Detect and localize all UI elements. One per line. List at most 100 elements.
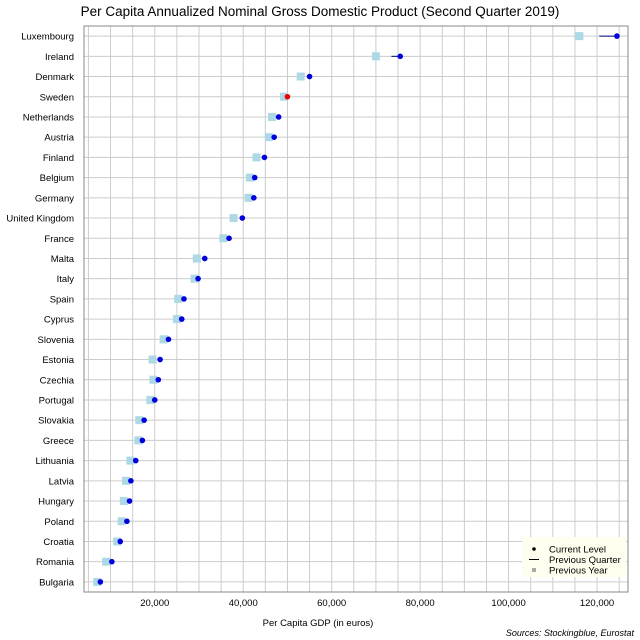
previous-year-marker [146,395,155,404]
category-label: Bulgaria [39,577,75,588]
grid [84,26,628,592]
category-label: Italy [57,274,75,285]
current-level-point [275,114,282,120]
previous-year-marker [134,436,143,445]
category-label: Croatia [43,537,74,548]
plot-area [84,26,628,592]
x-tick-label: 120,000 [580,598,614,609]
category-label: Sweden [40,92,74,103]
current-level-point [226,235,232,242]
current-level-point [155,376,162,383]
category-label: Austria [44,133,74,144]
current-level-point [126,498,133,504]
plot-border [83,25,629,593]
category-label: Latvia [49,476,75,487]
previous-year-marker [244,193,253,202]
current-level-point [181,296,187,302]
current-level-point [151,397,158,403]
category-label: Slovakia [38,416,75,427]
source-note: Sources: Stockingblue, Eurostat [506,628,635,638]
previous-year-marker [190,274,199,283]
previous-year-marker [122,476,131,485]
current-level-point [117,538,124,545]
category-label: Poland [44,517,74,528]
previous-year-marker [245,173,254,182]
previous-year-marker [135,416,144,425]
previous-year-marker [159,335,168,344]
x-tick-label: 20,000 [140,598,169,609]
previous-year-marker [117,517,126,526]
category-label: Portugal [39,395,74,406]
x-tick-label: 60,000 [317,598,346,609]
category-label: Estonia [42,355,74,366]
category-label: Lithuania [35,456,74,467]
category-label: Greece [43,436,74,447]
previous-year-marker [102,557,111,566]
category-label: Malta [51,254,75,265]
category-label: Spain [50,294,74,305]
x-tick-label: 40,000 [229,598,258,609]
current-level-point [157,356,163,363]
legend-box [522,537,626,577]
previous-year-marker [119,497,128,506]
previous-year-marker [267,112,276,121]
previous-year-marker [93,577,102,586]
current-level-point [284,93,291,100]
category-label: Netherlands [23,112,74,123]
current-level-point [306,73,313,80]
chart-title: Per Capita Annualized Nominal Gross Dome… [81,4,560,19]
current-level-point [239,215,246,221]
category-label: Hungary [38,497,74,508]
previous-year-marker [279,92,288,101]
legend-year-marker [532,568,536,572]
current-level-point [128,478,134,484]
previous-year-marker [174,294,183,303]
current-level-point [97,579,104,585]
previous-year-marker [149,375,158,384]
x-tick-label: 100,000 [491,598,525,609]
previous-year-marker [296,72,305,81]
current-level-point [397,53,404,60]
previous-year-marker [172,315,181,324]
category-label: Finland [43,153,74,164]
current-level-point [165,336,172,343]
current-level-point [614,33,620,39]
current-level-point [261,154,268,161]
category-label: United Kingdom [6,214,74,225]
current-level-point [251,174,258,181]
category-label: France [44,234,74,245]
category-label: Germany [35,193,74,204]
previous-year-marker [229,214,238,223]
previous-year-marker [126,456,135,465]
previous-year-marker [192,254,201,263]
category-label: Ireland [45,52,74,63]
data-marks [93,32,620,586]
current-level-point [109,558,115,565]
x-axis-title: Per Capita GDP (in euros) [263,618,374,629]
legend-label: Previous Quarter [549,555,621,566]
current-level-point [132,457,139,464]
current-level-point [124,518,130,525]
category-label: Belgium [40,173,74,184]
previous-year-marker [113,537,122,546]
category-label: Czechia [40,375,75,386]
category-labels: Luxembourg Ireland Denmark Sweden Netherland… [6,32,74,589]
x-tick-labels: 20,000 40,000 60,000 80,000 100,000 120,000 [140,598,614,609]
category-label: Denmark [35,72,74,83]
category-label: Cyprus [44,315,74,326]
current-level-point [201,255,208,262]
legend-current-marker [532,547,536,551]
current-level-point [178,316,185,322]
previous-year-marker [219,234,228,243]
previous-year-marker [575,32,584,41]
current-level-point [251,195,257,201]
previous-year-marker [252,153,261,162]
category-label: Romania [36,557,75,568]
x-tick-label: 80,000 [406,598,435,609]
previous-year-marker [148,355,157,364]
previous-year-marker [264,133,273,142]
previous-year-marker [371,52,380,61]
legend-label: Previous Year [549,566,608,577]
